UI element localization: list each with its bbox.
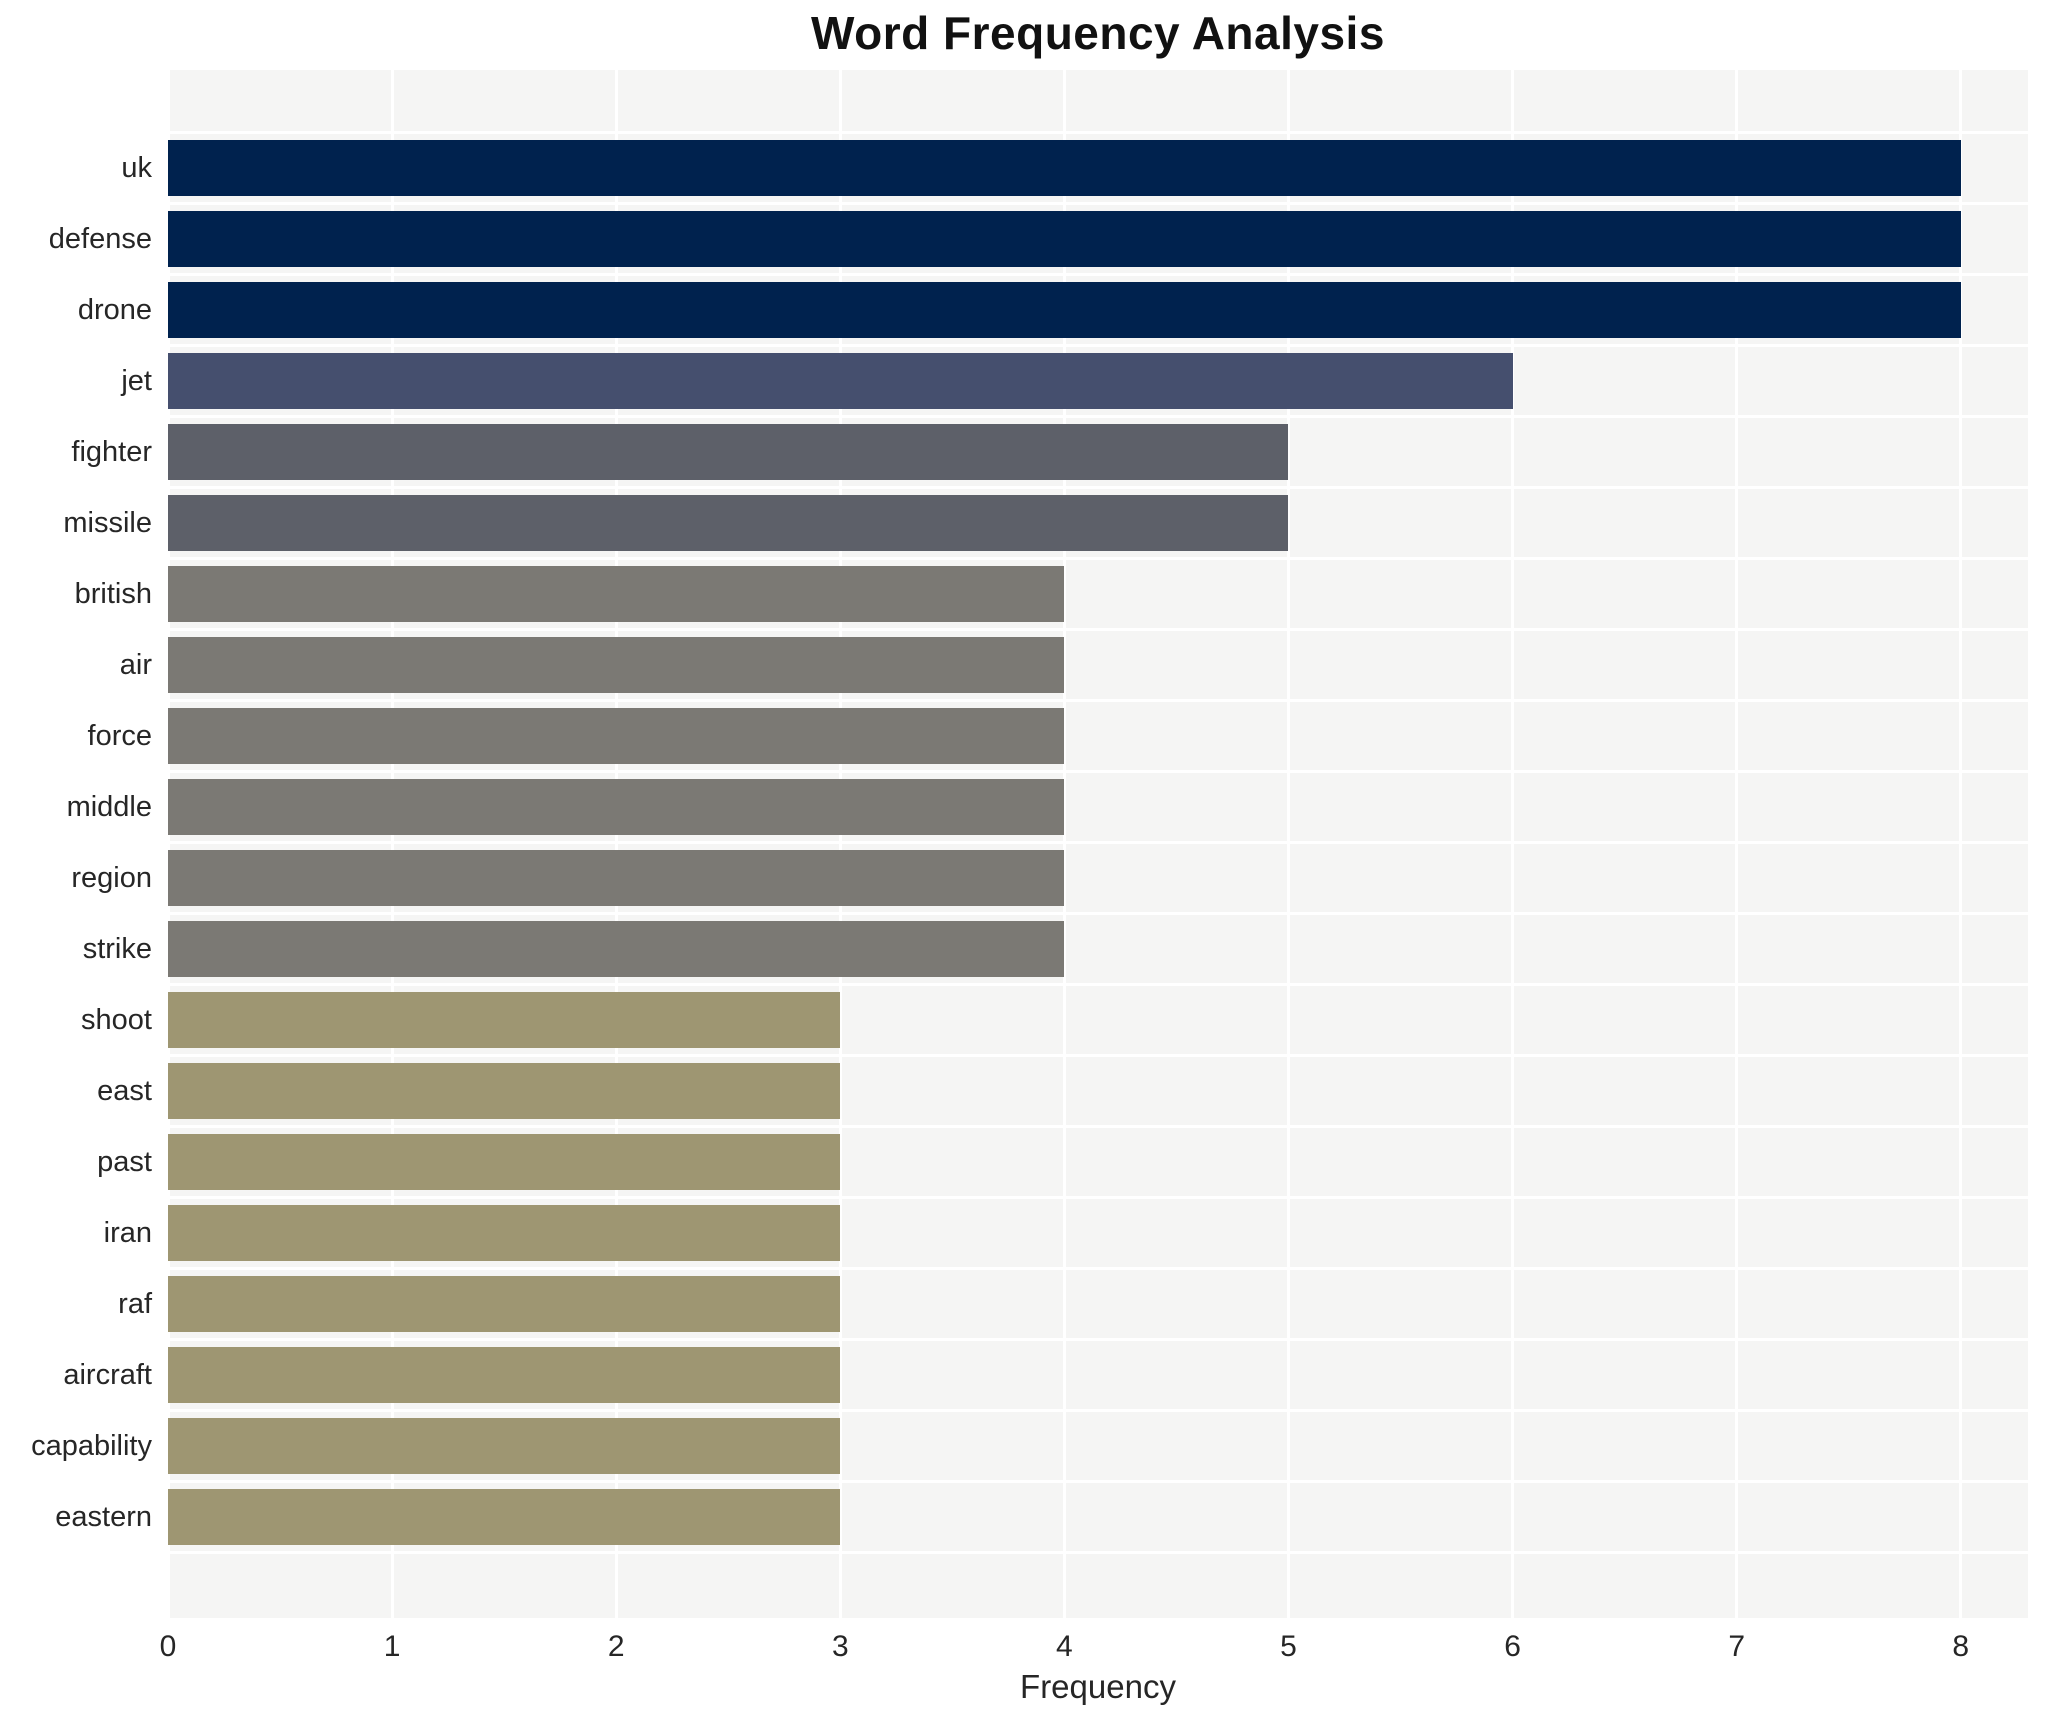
gridline-y-17: [168, 1338, 2028, 1341]
gridline-y-10: [168, 841, 2028, 844]
x-tick-label-2: 2: [607, 1630, 625, 1663]
gridline-x-0: [166, 70, 170, 1618]
gridline-x-6: [1511, 70, 1515, 1618]
y-tick-label-iran: iran: [103, 1217, 152, 1249]
gridline-x-2: [614, 70, 618, 1618]
gridline-y-12: [168, 983, 2028, 986]
bar-air: [168, 637, 1065, 693]
gridline-y-5: [168, 486, 2028, 489]
gridline-y-15: [168, 1196, 2028, 1199]
y-tick-label-middle: middle: [66, 791, 152, 823]
gridline-x-8: [1959, 70, 1963, 1618]
gridline-y-6: [168, 557, 2028, 560]
y-tick-label-region: region: [71, 862, 152, 894]
bar-force: [168, 708, 1065, 764]
gridline-x-1: [390, 70, 394, 1618]
y-tick-label-aircraft: aircraft: [63, 1359, 152, 1391]
y-tick-label-strike: strike: [82, 933, 152, 965]
bar-past: [168, 1134, 841, 1190]
gridline-y-9: [168, 770, 2028, 773]
bar-east: [168, 1063, 841, 1119]
chart-title: Word Frequency Analysis: [811, 7, 1385, 59]
bar-defense: [168, 211, 1961, 267]
bar-eastern: [168, 1489, 841, 1545]
gridline-y-7: [168, 628, 2028, 631]
bar-shoot: [168, 992, 841, 1048]
bar-jet: [168, 353, 1513, 409]
bar-raf: [168, 1276, 841, 1332]
gridline-y-8: [168, 699, 2028, 702]
bar-drone: [168, 282, 1961, 338]
bar-middle: [168, 779, 1065, 835]
gridline-y-20: [168, 1551, 2028, 1554]
x-tick-label-4: 4: [1056, 1630, 1073, 1663]
gridline-y-0: [168, 131, 2028, 134]
y-tick-label-shoot: shoot: [81, 1004, 152, 1036]
gridline-x-3: [838, 70, 842, 1618]
bar-missile: [168, 495, 1289, 551]
x-tick-label-8: 8: [1952, 1630, 1970, 1663]
gridline-y-19: [168, 1480, 2028, 1483]
x-tick-label-5: 5: [1280, 1630, 1297, 1663]
gridline-y-14: [168, 1125, 2028, 1128]
gridline-y-18: [168, 1409, 2028, 1412]
gridline-y-2: [168, 273, 2028, 276]
x-tick-label-0: 0: [159, 1630, 177, 1663]
y-tick-label-raf: raf: [118, 1288, 152, 1320]
bar-uk: [168, 140, 1961, 196]
bar-fighter: [168, 424, 1289, 480]
gridline-y-16: [168, 1267, 2028, 1270]
bar-british: [168, 566, 1065, 622]
y-tick-label-capability: capability: [31, 1430, 152, 1462]
gridline-x-4: [1062, 70, 1066, 1618]
gridline-y-1: [168, 202, 2028, 205]
x-tick-label-6: 6: [1504, 1630, 1521, 1663]
bar-iran: [168, 1205, 841, 1261]
y-tick-label-uk: uk: [121, 152, 152, 184]
gridline-y-11: [168, 912, 2028, 915]
y-tick-label-jet: jet: [121, 365, 152, 397]
y-tick-label-missile: missile: [63, 507, 152, 539]
bar-region: [168, 850, 1065, 906]
gridline-x-5: [1286, 70, 1290, 1618]
y-tick-label-air: air: [119, 649, 152, 681]
bar-capability: [168, 1418, 841, 1474]
y-tick-label-past: past: [97, 1146, 152, 1178]
gridline-y-13: [168, 1054, 2028, 1057]
x-axis-title: Frequency: [1020, 1668, 1176, 1705]
x-tick-label-3: 3: [831, 1630, 849, 1663]
bar-strike: [168, 921, 1065, 977]
gridline-y-3: [168, 344, 2028, 347]
y-tick-label-british: british: [74, 578, 152, 610]
bar-aircraft: [168, 1347, 841, 1403]
y-tick-label-defense: defense: [48, 223, 152, 255]
y-tick-label-drone: drone: [77, 294, 152, 326]
y-tick-label-force: force: [87, 720, 152, 752]
x-tick-label-7: 7: [1728, 1630, 1746, 1663]
y-tick-label-fighter: fighter: [71, 436, 152, 468]
y-tick-label-eastern: eastern: [55, 1501, 152, 1533]
x-tick-label-1: 1: [383, 1630, 401, 1663]
plot-area: [166, 70, 2028, 1618]
gridline-y-4: [168, 415, 2028, 418]
gridline-x-7: [1735, 70, 1739, 1618]
y-tick-label-east: east: [97, 1075, 152, 1107]
